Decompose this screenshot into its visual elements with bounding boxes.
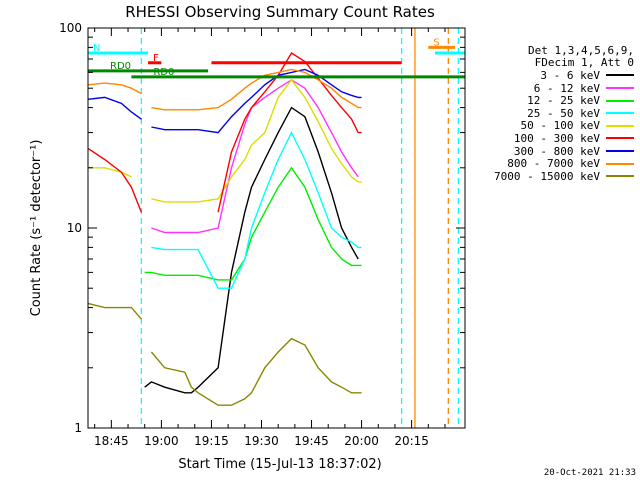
legend-label-1: 3 - 6 keV [540, 68, 600, 82]
series-line-5 [88, 78, 362, 203]
legend-entry-7: 300 - 800 keV [474, 145, 634, 158]
legend-label-3: 12 - 25 keV [527, 94, 600, 108]
legend-header-line-2: FDecim 1, Att 0 [534, 56, 634, 70]
legend-swatch-2 [606, 87, 634, 90]
x-tick-label-7: 20:15 [394, 434, 429, 448]
x-tick-label-3: 19:15 [194, 434, 229, 448]
series-line-7 [87, 68, 362, 134]
legend: Det 1,3,4,5,6,9, FDecim 1, Att 0 3 - 6 k… [474, 44, 634, 183]
legend-entry-5: 50 - 100 keV [474, 119, 634, 133]
legend-label-2: 6 - 12 keV [533, 81, 600, 95]
legend-entry-3: 12 - 25 keV [474, 94, 634, 107]
legend-swatch-4 [606, 112, 634, 115]
x-tick-label-4: 19:30 [244, 434, 279, 448]
legend-swatch-8 [606, 162, 634, 165]
series-line-4 [151, 131, 362, 289]
x-tick-label-2: 19:00 [144, 434, 179, 448]
legend-entry-9: 7000 - 15000 keV [474, 170, 634, 183]
series-line-2 [151, 79, 359, 234]
x-axis-label: Start Time (15-Jul-13 18:37:02) [178, 457, 381, 472]
legend-swatch-7 [606, 150, 634, 153]
series-line-3 [144, 166, 362, 281]
legend-label-4: 25 - 50 keV [527, 106, 600, 120]
x-tick-label-5: 19:45 [294, 434, 329, 448]
legend-swatch-3 [606, 99, 634, 102]
legend-swatch-9 [606, 175, 634, 178]
series-line-8 [87, 68, 362, 111]
legend-label-8: 800 - 7000 keV [507, 157, 600, 171]
generation-timestamp: 20-Oct-2021 21:33 [543, 468, 636, 478]
legend-label-9: 7000 - 15000 keV [494, 169, 600, 183]
legend-entry-2: 6 - 12 keV [474, 82, 634, 95]
flag-label-5: S [433, 37, 439, 48]
legend-entry-6: 100 - 300 keV [474, 132, 634, 145]
series-line-1 [144, 106, 359, 394]
legend-label-6: 100 - 300 keV [513, 131, 600, 145]
legend-entries: 3 - 6 keV 6 - 12 keV 12 - 25 keV 25 - 50 ke… [474, 69, 634, 183]
legend-swatch-5 [606, 124, 634, 127]
y-tick-label-1: 1 [74, 421, 82, 435]
legend-label-7: 300 - 800 keV [513, 144, 600, 158]
legend-label-5: 50 - 100 keV [520, 119, 600, 133]
chart-title: RHESSI Observing Summary Count Rates [125, 3, 435, 21]
x-tick-label-1: 18:45 [94, 434, 129, 448]
legend-swatch-6 [606, 137, 634, 140]
y-tick-label-2: 10 [67, 221, 82, 235]
plot-area: N F S RD0 RD0 18:45 19:00 19:15 19:30 19:45 20:00 2… [59, 21, 466, 448]
legend-entry-8: 800 - 7000 keV [474, 157, 634, 170]
legend-header-line-1: Det 1,3,4,5,6,9, [528, 43, 634, 57]
plot-frame [87, 27, 466, 429]
flag-label-3: F [153, 53, 159, 64]
legend-swatch-1 [606, 74, 634, 77]
flag-label-7: RD0 [153, 67, 174, 78]
flag-label-6: RD0 [110, 61, 131, 72]
y-tick-label-3: 100 [59, 21, 82, 35]
series-line-9 [87, 302, 362, 406]
y-axis-label: Count Rate (s⁻¹ detector⁻¹) [29, 140, 44, 317]
legend-entry-4: 25 - 50 keV [474, 107, 634, 120]
flag-label-1: N [93, 43, 100, 54]
x-tick-label-6: 20:00 [344, 434, 379, 448]
legend-entry-1: 3 - 6 keV [474, 69, 634, 82]
